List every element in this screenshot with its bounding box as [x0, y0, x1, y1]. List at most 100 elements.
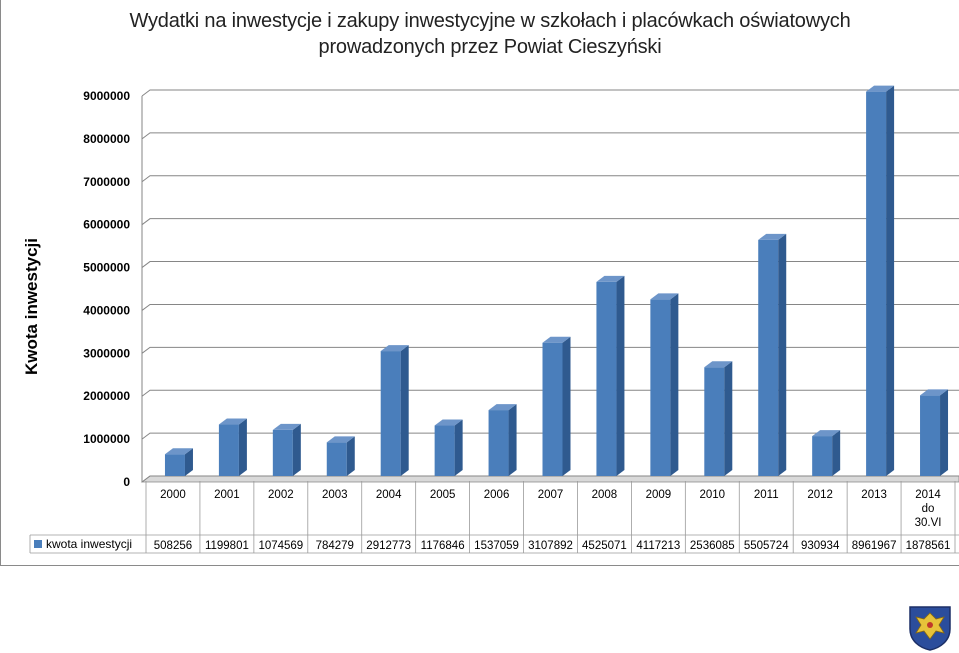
bar-top — [758, 233, 787, 240]
bar-front — [542, 342, 563, 476]
bar-top — [704, 361, 733, 368]
bar-side — [346, 436, 355, 476]
gridline — [141, 218, 959, 226]
x-tick-label: do — [922, 503, 935, 515]
data-label: 8961967 — [852, 540, 897, 552]
x-tick-label: 2010 — [700, 489, 726, 501]
bar-front — [758, 239, 779, 476]
data-label: 3107892 — [528, 540, 573, 552]
chart-title-line-1: Wydatki na inwestycje i zakupy inwestycy… — [129, 10, 851, 32]
bar-side — [778, 233, 787, 476]
bar-front — [704, 367, 725, 476]
y-tick-label: 5000000 — [83, 261, 130, 275]
bar-side — [670, 293, 679, 476]
bar-side — [724, 361, 733, 476]
bar-side — [562, 336, 571, 476]
bar-top — [488, 404, 517, 411]
bar-side — [940, 389, 949, 476]
bar-front — [920, 395, 941, 476]
x-tick-label: 2013 — [861, 489, 887, 501]
coat-of-arms-icon — [909, 606, 951, 651]
gridline — [141, 175, 959, 183]
bar-top — [650, 293, 679, 300]
bar-front — [650, 299, 671, 476]
y-tick-label: 7000000 — [83, 175, 130, 189]
bar-front — [866, 91, 887, 476]
data-label: 508256 — [154, 540, 192, 552]
bar-top — [542, 336, 571, 343]
bar-front — [164, 454, 185, 476]
x-tick-label: 2014 — [915, 489, 941, 501]
chart-frame — [0, 0, 959, 566]
chart-floor — [140, 475, 959, 483]
bar-side — [508, 404, 517, 476]
y-tick-label: 6000000 — [83, 218, 130, 232]
bar-side — [238, 418, 247, 476]
y-tick-label: 4000000 — [83, 303, 130, 317]
y-tick-label: 3000000 — [83, 346, 130, 360]
gridline — [141, 346, 959, 354]
data-label: 1074569 — [258, 540, 303, 552]
x-tick-label: 2003 — [322, 489, 348, 501]
y-tick-label: 0 — [123, 475, 130, 489]
data-label: 1176846 — [421, 540, 465, 552]
x-tick-label: 2005 — [430, 489, 456, 501]
data-label: 784279 — [316, 540, 354, 552]
gridline — [141, 261, 959, 268]
x-tick-label: 2002 — [268, 489, 294, 501]
bar-side — [616, 275, 625, 476]
bar-side — [292, 423, 301, 476]
bar-top — [380, 345, 409, 352]
gridline — [141, 389, 959, 397]
bar-top — [596, 275, 625, 282]
x-tick-label: 2000 — [160, 489, 186, 501]
x-tick-label: 2009 — [646, 489, 672, 501]
bar-side — [184, 448, 193, 476]
gridline — [141, 432, 959, 440]
bar-top — [218, 418, 247, 425]
data-label: 930934 — [801, 540, 840, 552]
bar-front — [812, 436, 833, 476]
legend-swatch — [34, 540, 42, 548]
y-tick-label: 2000000 — [83, 389, 130, 403]
bar-side — [832, 430, 841, 476]
bar-side — [886, 85, 895, 476]
bar-top — [812, 430, 841, 437]
gridline — [141, 303, 959, 311]
y-tick-label: 9000000 — [83, 89, 130, 103]
chart-title-line-2: prowadzonych przez Powiat Cieszyński — [318, 36, 662, 58]
x-tick-label: 2011 — [754, 489, 779, 501]
bar-top — [272, 423, 301, 430]
bar-top — [866, 85, 895, 92]
bar-top — [434, 419, 463, 426]
data-label: 1537059 — [474, 540, 519, 552]
x-tick-label: 2004 — [376, 489, 402, 501]
bar-front — [326, 442, 347, 476]
y-tick-label: 1000000 — [83, 432, 130, 446]
bar-side — [454, 419, 463, 476]
bar-front — [380, 351, 401, 476]
bar-top — [920, 389, 949, 396]
bar-front — [218, 424, 239, 476]
bar-chart: 0 1000000 2000000 3000000 4000000 5000000 6000… — [29, 85, 959, 554]
x-tick-label: 2001 — [214, 489, 240, 501]
x-tick-label: 2008 — [592, 489, 618, 501]
x-tick-label: 2012 — [807, 489, 833, 501]
gridline — [141, 132, 959, 140]
data-label: 4117213 — [636, 540, 680, 552]
gridline — [141, 89, 959, 97]
bar-front — [434, 425, 455, 476]
bar-front — [596, 281, 617, 476]
data-label: 5505724 — [744, 540, 789, 552]
bar-top — [164, 448, 193, 455]
bar-top — [326, 436, 355, 443]
legend-label: kwota inwestycji — [46, 537, 132, 551]
data-label: 4525071 — [582, 540, 627, 552]
gridline — [141, 475, 959, 483]
bar-front — [488, 410, 509, 476]
x-tick-label: 30.VI — [915, 517, 942, 529]
x-tick-label: 2007 — [538, 489, 564, 501]
bar-front — [272, 429, 293, 476]
data-label: 2912773 — [366, 540, 411, 552]
y-tick-label: 8000000 — [83, 132, 130, 146]
